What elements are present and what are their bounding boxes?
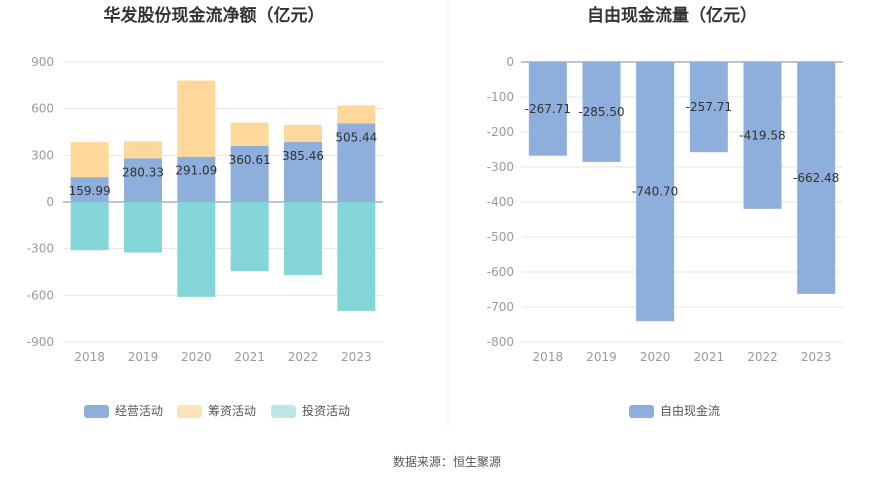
left-y-axis-ticks: 900 600 300 0 -300 -600 -900 — [27, 55, 54, 349]
y-tick-label: 300 — [31, 148, 54, 162]
data-label: -267.71 — [525, 102, 571, 116]
data-label: -257.71 — [686, 100, 732, 114]
data-label: 360.61 — [229, 153, 271, 167]
legend-swatch-0 — [629, 405, 654, 418]
y-tick-label: -300 — [487, 160, 514, 174]
legend-swatch-1 — [177, 405, 202, 418]
bar-free-cashflow-2021 — [689, 62, 728, 153]
data-label: 280.33 — [122, 165, 164, 179]
bar-operating-2020 — [177, 156, 216, 202]
x-tick-label: 2018 — [74, 350, 105, 364]
free-cashflow-chart: 自由现金流量（亿元） 0 -100 -200 -300 -400 -500 -600 -700… — [487, 5, 843, 418]
bar-investing-2021 — [230, 202, 269, 272]
bar-free-cashflow-2019 — [582, 62, 621, 162]
bar-investing-2022 — [284, 202, 322, 276]
right-gridlines — [521, 61, 843, 343]
bar-financing-2020 — [177, 80, 216, 157]
bar-financing-2019 — [124, 141, 162, 159]
cashflow-net-chart: 华发股份现金流净额（亿元） 900 600 300 0 -300 -600 -900 201… — [27, 5, 383, 418]
bar-operating-2018 — [70, 177, 109, 202]
data-source-note: 数据来源：恒生聚源 — [393, 454, 501, 469]
bar-free-cashflow-2018 — [528, 62, 567, 156]
x-tick-label: 2020 — [640, 350, 671, 364]
bar-financing-2021 — [230, 122, 269, 146]
right-data-labels: -267.71 -285.50 -740.70 -257.71 -419.58 -662.… — [525, 100, 840, 199]
left-gridlines — [63, 61, 383, 343]
y-tick-label: -600 — [27, 288, 54, 302]
right-legend: 自由现金流 — [629, 403, 720, 418]
bar-operating-2021 — [230, 145, 269, 202]
data-label: 505.44 — [335, 130, 377, 144]
data-label: -662.48 — [793, 171, 839, 185]
right-bars — [528, 62, 836, 322]
right-chart-title: 自由现金流量（亿元） — [587, 5, 757, 26]
x-tick-label: 2021 — [234, 350, 265, 364]
legend-label: 自由现金流 — [660, 403, 720, 418]
bar-investing-2018 — [70, 202, 109, 251]
legend-label: 经营活动 — [115, 404, 163, 418]
left-bars — [70, 80, 376, 311]
legend-label: 投资活动 — [302, 403, 350, 418]
legend-swatch-0 — [84, 405, 109, 418]
data-label: 291.09 — [175, 164, 217, 178]
x-tick-label: 2022 — [288, 350, 319, 364]
legend-label: 筹资活动 — [208, 404, 256, 418]
y-tick-label: -700 — [487, 300, 514, 314]
right-y-axis-ticks: 0 -100 -200 -300 -400 -500 -600 -700 -800 — [487, 55, 514, 349]
y-tick-label: 0 — [506, 55, 514, 69]
x-tick-label: 2020 — [181, 350, 212, 364]
x-tick-label: 2021 — [694, 350, 725, 364]
left-legend: 经营活动 筹资活动 投资活动 — [84, 403, 350, 418]
left-x-axis-ticks: 2018 2019 2020 2021 2022 2023 — [74, 350, 371, 364]
y-tick-label: 900 — [31, 55, 54, 69]
y-tick-label: -500 — [487, 230, 514, 244]
bar-investing-2023 — [337, 202, 376, 311]
bar-operating-2019 — [124, 158, 162, 202]
bar-financing-2022 — [284, 124, 322, 143]
y-tick-label: -100 — [487, 90, 514, 104]
data-label: 159.99 — [69, 184, 111, 198]
y-tick-label: -600 — [487, 265, 514, 279]
x-tick-label: 2022 — [747, 350, 778, 364]
x-tick-label: 2019 — [128, 350, 159, 364]
bar-operating-2022 — [284, 142, 322, 202]
data-label: 385.46 — [282, 149, 324, 163]
data-label: -419.58 — [739, 128, 785, 142]
y-tick-label: -300 — [27, 242, 54, 256]
bar-free-cashflow-2022 — [743, 62, 782, 209]
y-tick-label: 600 — [31, 102, 54, 116]
y-tick-label: -200 — [487, 125, 514, 139]
bar-investing-2019 — [124, 202, 162, 253]
y-tick-label: -900 — [27, 335, 54, 349]
x-tick-label: 2018 — [533, 350, 564, 364]
left-chart-title: 华发股份现金流净额（亿元） — [104, 5, 325, 26]
bar-operating-2023 — [337, 123, 376, 202]
x-tick-label: 2023 — [341, 350, 372, 364]
bar-investing-2020 — [177, 202, 216, 297]
legend-swatch-2 — [271, 405, 296, 418]
bar-free-cashflow-2020 — [636, 62, 675, 322]
data-label: -285.50 — [578, 105, 624, 119]
x-tick-label: 2023 — [801, 350, 832, 364]
y-tick-label: -400 — [487, 195, 514, 209]
left-data-labels: 159.99 280.33 291.09 360.61 385.46 505.44 — [69, 130, 378, 198]
y-tick-label: -800 — [487, 335, 514, 349]
bar-financing-2018 — [70, 142, 109, 178]
x-tick-label: 2019 — [586, 350, 617, 364]
bar-free-cashflow-2023 — [797, 62, 836, 294]
data-label: -740.70 — [632, 185, 678, 199]
y-tick-label: 0 — [46, 195, 54, 209]
bar-financing-2023 — [337, 105, 376, 124]
right-x-axis-ticks: 2018 2019 2020 2021 2022 2023 — [533, 350, 832, 364]
